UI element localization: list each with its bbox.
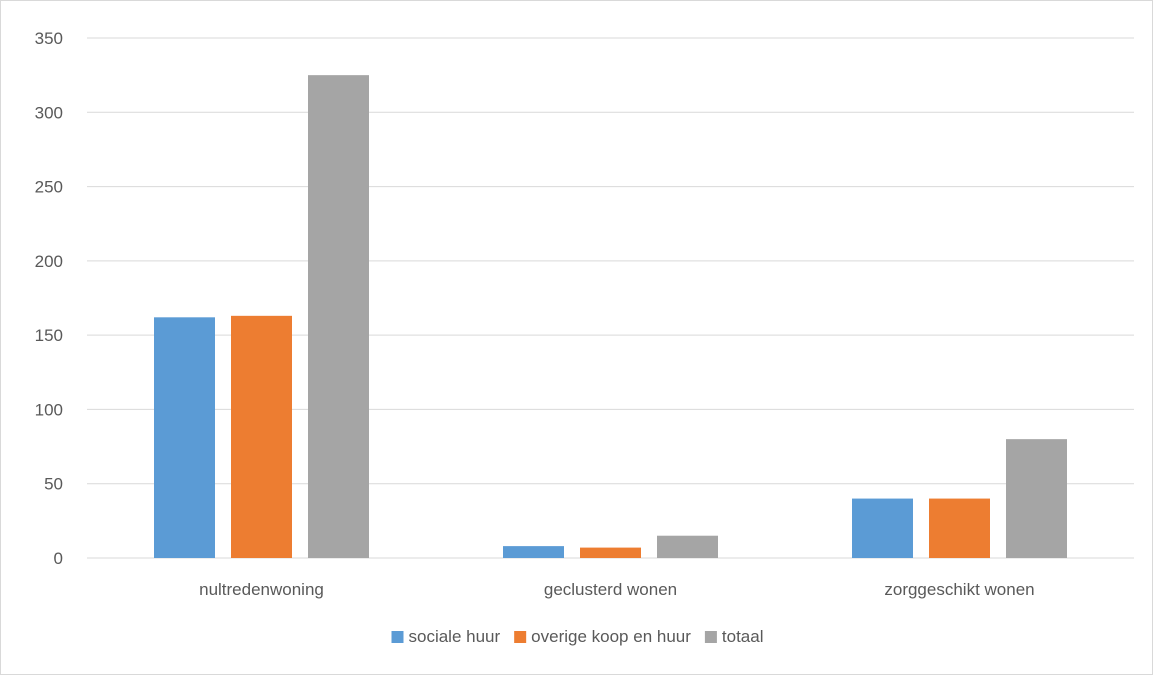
y-tick-label: 200 (35, 252, 63, 271)
y-tick-label: 150 (35, 326, 63, 345)
bar (657, 535, 718, 558)
bar (580, 547, 641, 558)
y-tick-label: 0 (54, 549, 63, 568)
axes: 0 50 100 150 200 250 300 350 nultredenwoning gecl… (35, 29, 1035, 599)
legend-label: overige koop en huur (531, 627, 691, 646)
y-tick-label: 250 (35, 178, 63, 197)
bar (154, 317, 215, 558)
bar (308, 75, 369, 559)
y-tick-label: 350 (35, 29, 63, 48)
x-tick-label: nultredenwoning (199, 580, 324, 599)
bars (154, 75, 1067, 559)
legend-swatch (514, 631, 527, 643)
legend-label: sociale huur (409, 627, 501, 646)
bar (852, 498, 913, 558)
bar (503, 546, 564, 558)
legend-swatch (704, 631, 717, 643)
y-tick-label: 50 (44, 475, 63, 494)
y-tick-label: 100 (35, 400, 63, 419)
bar (231, 315, 292, 558)
y-tick-label: 300 (35, 103, 63, 122)
x-tick-label: geclusterd wonen (544, 580, 677, 599)
legend-swatch (391, 631, 404, 643)
legend: sociale huur overige koop en huur totaal (391, 627, 764, 646)
legend-label: totaal (722, 627, 764, 646)
x-tick-label: zorggeschikt wonen (884, 580, 1034, 599)
bar (929, 498, 990, 558)
bar (1006, 439, 1067, 558)
